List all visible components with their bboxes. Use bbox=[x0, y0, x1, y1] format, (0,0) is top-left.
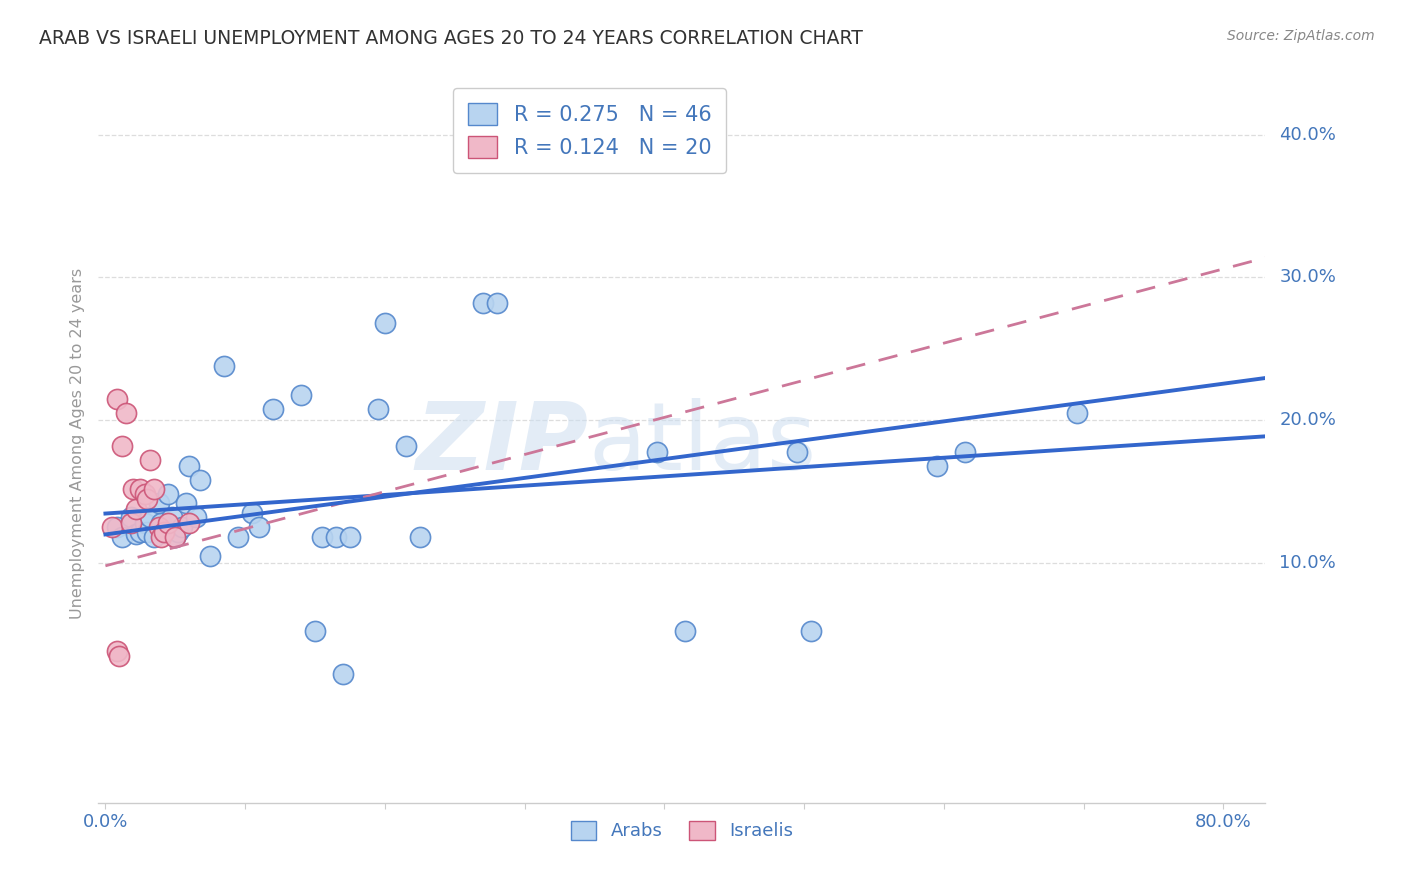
Point bbox=[179, 516, 201, 530]
Point bbox=[800, 624, 823, 639]
Point bbox=[120, 510, 142, 524]
Point bbox=[148, 496, 170, 510]
Point bbox=[226, 530, 249, 544]
Legend: Arabs, Israelis: Arabs, Israelis bbox=[564, 814, 800, 847]
Point bbox=[143, 482, 166, 496]
Point bbox=[143, 530, 166, 544]
Point bbox=[165, 530, 187, 544]
Point bbox=[111, 530, 134, 544]
Point bbox=[186, 510, 208, 524]
Text: 10.0%: 10.0% bbox=[1279, 554, 1336, 572]
Point bbox=[925, 458, 948, 473]
Point bbox=[647, 444, 669, 458]
Point bbox=[136, 524, 159, 539]
Point bbox=[409, 530, 432, 544]
Text: 40.0%: 40.0% bbox=[1279, 126, 1336, 144]
Point bbox=[240, 506, 263, 520]
Point bbox=[125, 501, 148, 516]
Point bbox=[172, 520, 194, 534]
Point bbox=[115, 406, 138, 420]
Point bbox=[395, 439, 418, 453]
Point bbox=[262, 401, 284, 416]
Point bbox=[367, 401, 389, 416]
Y-axis label: Unemployment Among Ages 20 to 24 years: Unemployment Among Ages 20 to 24 years bbox=[69, 268, 84, 619]
Point bbox=[111, 439, 134, 453]
Point bbox=[122, 482, 145, 496]
Point bbox=[304, 624, 326, 639]
Point bbox=[134, 516, 156, 530]
Point bbox=[120, 516, 142, 530]
Point bbox=[332, 667, 354, 681]
Point bbox=[136, 491, 159, 506]
Point bbox=[179, 458, 201, 473]
Point bbox=[212, 359, 235, 373]
Text: ARAB VS ISRAELI UNEMPLOYMENT AMONG AGES 20 TO 24 YEARS CORRELATION CHART: ARAB VS ISRAELI UNEMPLOYMENT AMONG AGES … bbox=[39, 29, 863, 47]
Point bbox=[157, 516, 180, 530]
Point bbox=[125, 527, 148, 541]
Point bbox=[129, 524, 152, 539]
Text: atlas: atlas bbox=[589, 398, 817, 490]
Point bbox=[165, 530, 187, 544]
Point bbox=[786, 444, 808, 458]
Point bbox=[150, 516, 173, 530]
Point bbox=[153, 524, 176, 539]
Text: 30.0%: 30.0% bbox=[1279, 268, 1336, 286]
Point bbox=[1066, 406, 1088, 420]
Point bbox=[134, 487, 156, 501]
Text: ZIP: ZIP bbox=[416, 398, 589, 490]
Point bbox=[157, 487, 180, 501]
Point bbox=[190, 473, 212, 487]
Point bbox=[153, 524, 176, 539]
Point bbox=[105, 392, 128, 406]
Point bbox=[105, 520, 128, 534]
Point bbox=[148, 520, 170, 534]
Point bbox=[150, 530, 173, 544]
Point bbox=[139, 453, 162, 467]
Point bbox=[485, 296, 508, 310]
Point bbox=[162, 510, 184, 524]
Text: 20.0%: 20.0% bbox=[1279, 411, 1336, 429]
Point bbox=[108, 648, 131, 663]
Point bbox=[673, 624, 696, 639]
Point bbox=[311, 530, 333, 544]
Point bbox=[129, 482, 152, 496]
Point bbox=[325, 530, 347, 544]
Point bbox=[176, 496, 198, 510]
Point bbox=[247, 520, 270, 534]
Point bbox=[101, 520, 124, 534]
Point bbox=[200, 549, 222, 563]
Point bbox=[167, 524, 190, 539]
Point bbox=[105, 644, 128, 658]
Point bbox=[339, 530, 361, 544]
Point bbox=[953, 444, 976, 458]
Point bbox=[374, 316, 396, 330]
Point bbox=[290, 387, 312, 401]
Point bbox=[139, 510, 162, 524]
Text: Source: ZipAtlas.com: Source: ZipAtlas.com bbox=[1227, 29, 1375, 43]
Point bbox=[471, 296, 494, 310]
